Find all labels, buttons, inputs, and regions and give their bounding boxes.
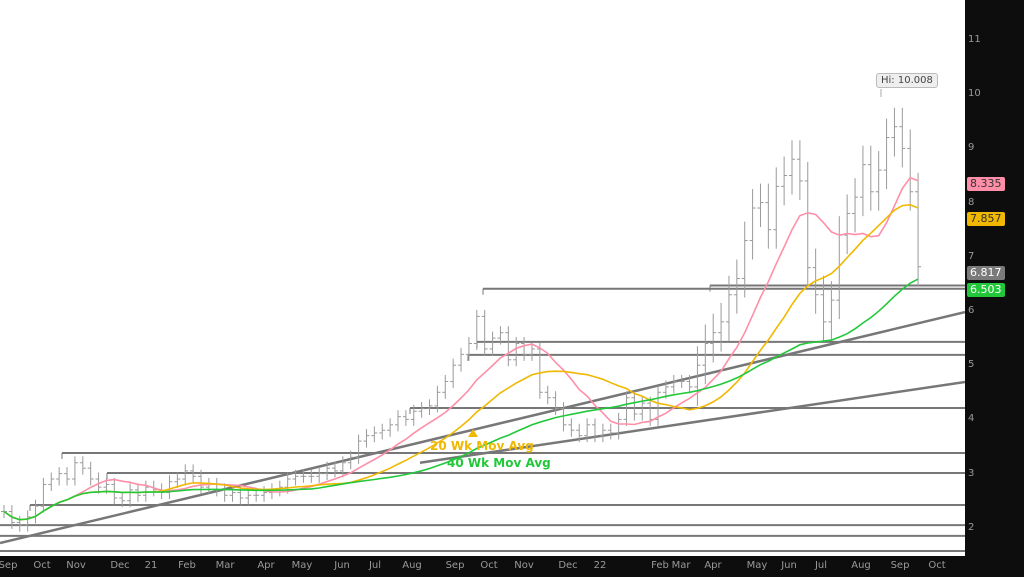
x-tick-label: Jun bbox=[334, 560, 350, 571]
y-tick-label: 2 bbox=[968, 521, 975, 533]
x-tick-label: 21 bbox=[144, 560, 158, 571]
chart-canvas bbox=[0, 89, 966, 552]
x-tick-label: Aug bbox=[402, 560, 422, 571]
x-tick-label: Mar bbox=[215, 560, 235, 571]
price-axis[interactable]: 2 3 4 5 6 7 8 9 10 11 8.335 7.857 6.817 6.503 bbox=[965, 0, 1024, 577]
ma20-label: 20 Wk Mov Avg bbox=[430, 439, 534, 453]
x-tick-label: Oct bbox=[33, 560, 51, 571]
x-tick-label: May bbox=[746, 560, 768, 571]
moving-average-line-40 bbox=[3, 278, 919, 521]
y-tick-label: 4 bbox=[968, 413, 975, 425]
y-tick-label: 11 bbox=[968, 34, 981, 45]
time-axis[interactable]: Sep Oct Nov Dec 21 Feb Mar Apr May Jun Jul Aug Sep Oc… bbox=[0, 556, 965, 577]
x-tick-label: Feb bbox=[651, 560, 669, 571]
y-tick-label: 7 bbox=[968, 250, 975, 262]
x-tick-label: Jul bbox=[814, 560, 828, 571]
x-tick-label: Aug bbox=[851, 560, 871, 571]
ma10-price-tag: 8.335 bbox=[967, 177, 1005, 191]
x-tick-label: Dec bbox=[110, 560, 130, 571]
y-tick-label: 8 bbox=[968, 196, 975, 208]
trendline bbox=[419, 380, 966, 464]
x-tick-label: Sep bbox=[0, 560, 18, 571]
y-tick-label: 9 bbox=[968, 142, 975, 154]
x-tick-label: Apr bbox=[257, 560, 275, 571]
x-tick-label: Sep bbox=[445, 560, 465, 571]
x-tick-label: Oct bbox=[480, 560, 498, 571]
y-tick-label: 10 bbox=[968, 88, 981, 100]
triangle-marker-icon bbox=[468, 429, 478, 437]
x-tick-label: Apr bbox=[704, 560, 722, 571]
x-tick-label: Nov bbox=[66, 560, 86, 571]
ma40-price-tag: 6.503 bbox=[967, 283, 1005, 297]
price-chart[interactable]: Hi: 10.008 20 Wk Mov Avg 40 Wk Mov Avg bbox=[0, 0, 966, 556]
last-price-tag: 6.817 bbox=[967, 266, 1005, 280]
y-tick-label: 5 bbox=[968, 359, 975, 371]
y-tick-label: 3 bbox=[968, 467, 975, 479]
x-tick-label: Jul bbox=[368, 560, 382, 571]
x-tick-label: Oct bbox=[928, 560, 946, 571]
x-tick-label: Mar bbox=[671, 560, 691, 571]
x-tick-label: May bbox=[291, 560, 313, 571]
x-tick-label: Feb bbox=[178, 560, 196, 571]
x-tick-label: Dec bbox=[558, 560, 578, 571]
x-tick-label: Nov bbox=[514, 560, 534, 571]
x-tick-label: 22 bbox=[593, 560, 607, 571]
high-callout: Hi: 10.008 bbox=[876, 73, 938, 88]
ma40-label: 40 Wk Mov Avg bbox=[447, 456, 551, 470]
y-tick-label: 6 bbox=[968, 305, 975, 316]
x-tick-label: Jun bbox=[781, 560, 797, 571]
x-tick-label: Sep bbox=[890, 560, 910, 571]
trendline bbox=[0, 310, 966, 545]
moving-average-line-10 bbox=[3, 176, 919, 521]
ma20-price-tag: 7.857 bbox=[967, 212, 1005, 226]
